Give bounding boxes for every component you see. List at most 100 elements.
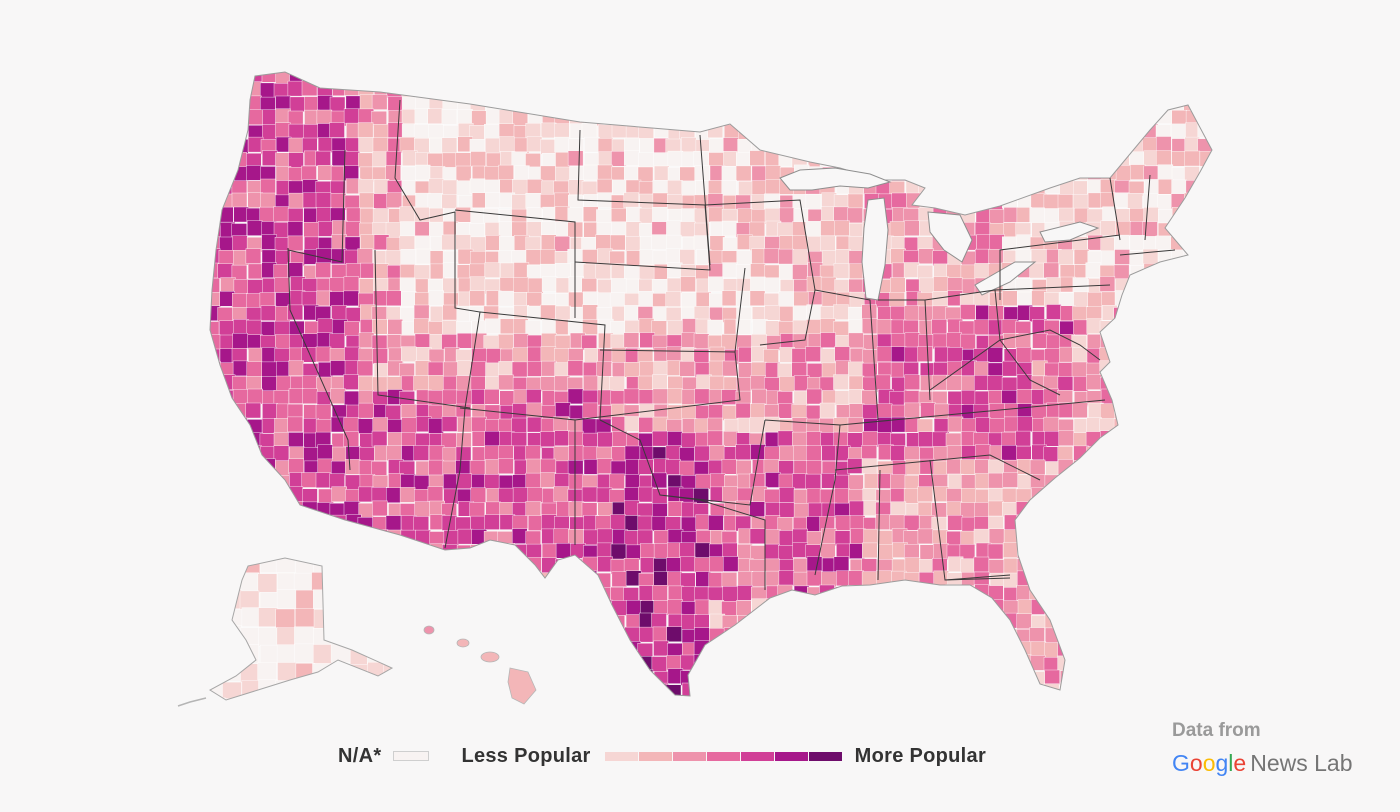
county-cell (555, 166, 571, 183)
county-cell (1129, 306, 1146, 322)
county-cell (414, 601, 430, 617)
county-cell (1060, 599, 1076, 615)
county-cell (1071, 361, 1088, 378)
county-cell (275, 460, 291, 476)
county-cell (1074, 151, 1090, 167)
county-cell (401, 654, 418, 670)
county-cell (945, 164, 961, 180)
county-cell (458, 697, 473, 712)
county-cell (1171, 109, 1188, 126)
county-cell (582, 432, 598, 449)
county-cell (312, 679, 332, 700)
county-cell (749, 417, 765, 433)
county-cell (1211, 321, 1212, 337)
county-cell (221, 558, 242, 574)
county-cell (1129, 346, 1146, 363)
county-cell (610, 514, 626, 530)
county-cell (583, 529, 599, 546)
county-cell (1141, 600, 1158, 616)
county-cell (232, 333, 248, 349)
county-cell (1088, 654, 1104, 670)
county-cell (372, 376, 388, 393)
county-cell (665, 459, 681, 475)
county-cell (383, 681, 392, 700)
google-letter-4: g (1215, 750, 1229, 776)
county-cell (1057, 459, 1074, 475)
county-cell (210, 670, 221, 686)
county-cell (414, 557, 430, 574)
county-cell (793, 124, 810, 140)
county-cell (1199, 180, 1212, 196)
county-cell (1184, 223, 1201, 239)
county-cell (540, 458, 556, 475)
county-cell (553, 446, 570, 462)
state-border-plains (574, 267, 746, 421)
county-cell (288, 388, 305, 404)
county-cell (1114, 487, 1131, 503)
county-cell (384, 643, 392, 664)
county-cell (749, 528, 766, 544)
county-cell (315, 472, 332, 488)
county-cell (906, 82, 922, 99)
county-cell (1029, 109, 1046, 125)
county-cell (961, 699, 976, 714)
county-cell (260, 305, 277, 321)
county-cell (1183, 571, 1200, 587)
county-cell (610, 390, 626, 406)
county-cell (1184, 237, 1201, 253)
county-cell (457, 416, 473, 433)
county-cell (1086, 683, 1102, 696)
county-cell (624, 416, 640, 432)
county-cell (890, 277, 906, 293)
county-cell (835, 137, 851, 153)
county-cell (1170, 544, 1187, 560)
county-cell (1086, 586, 1103, 602)
county-cell (750, 72, 767, 82)
county-cell (317, 137, 334, 153)
county-cell (1143, 543, 1160, 559)
county-cell (359, 600, 375, 616)
county-cell (679, 487, 695, 504)
county-cell (750, 375, 766, 391)
county-cell (722, 542, 738, 559)
county-cell (1198, 586, 1212, 602)
county-cell (793, 615, 809, 631)
county-cell (877, 685, 893, 696)
county-cell (1211, 570, 1212, 586)
county-cell (973, 124, 989, 141)
county-cell (210, 570, 220, 586)
county-cell (1158, 72, 1174, 82)
county-cell (1199, 305, 1212, 321)
county-cell (232, 389, 249, 405)
county-cell (441, 416, 458, 432)
county-cell (1043, 262, 1060, 279)
county-cell (1086, 318, 1103, 334)
county-cell (709, 556, 725, 572)
county-cell (764, 656, 781, 673)
county-cell (722, 360, 738, 377)
county-cell (1129, 641, 1146, 658)
county-cell (793, 291, 809, 308)
county-cell (765, 628, 781, 644)
county-cell (219, 110, 235, 126)
county-cell (455, 165, 472, 182)
county-cell (709, 72, 725, 84)
county-cell (889, 221, 906, 237)
county-cell (415, 669, 431, 685)
county-cell (246, 293, 262, 309)
county-cell (1071, 136, 1088, 153)
county-cell (990, 628, 1006, 645)
county-cell (527, 277, 544, 294)
county-cell (540, 699, 555, 714)
county-cell (359, 613, 375, 629)
county-cell (877, 544, 894, 560)
county-cell (833, 304, 849, 320)
county-cell (301, 165, 317, 182)
county-cell (848, 613, 865, 629)
county-cell (792, 641, 808, 657)
county-cell (332, 446, 348, 463)
county-cell (975, 208, 992, 225)
county-cell (638, 152, 654, 168)
county-cell (1197, 95, 1212, 111)
county-cell (332, 670, 348, 686)
